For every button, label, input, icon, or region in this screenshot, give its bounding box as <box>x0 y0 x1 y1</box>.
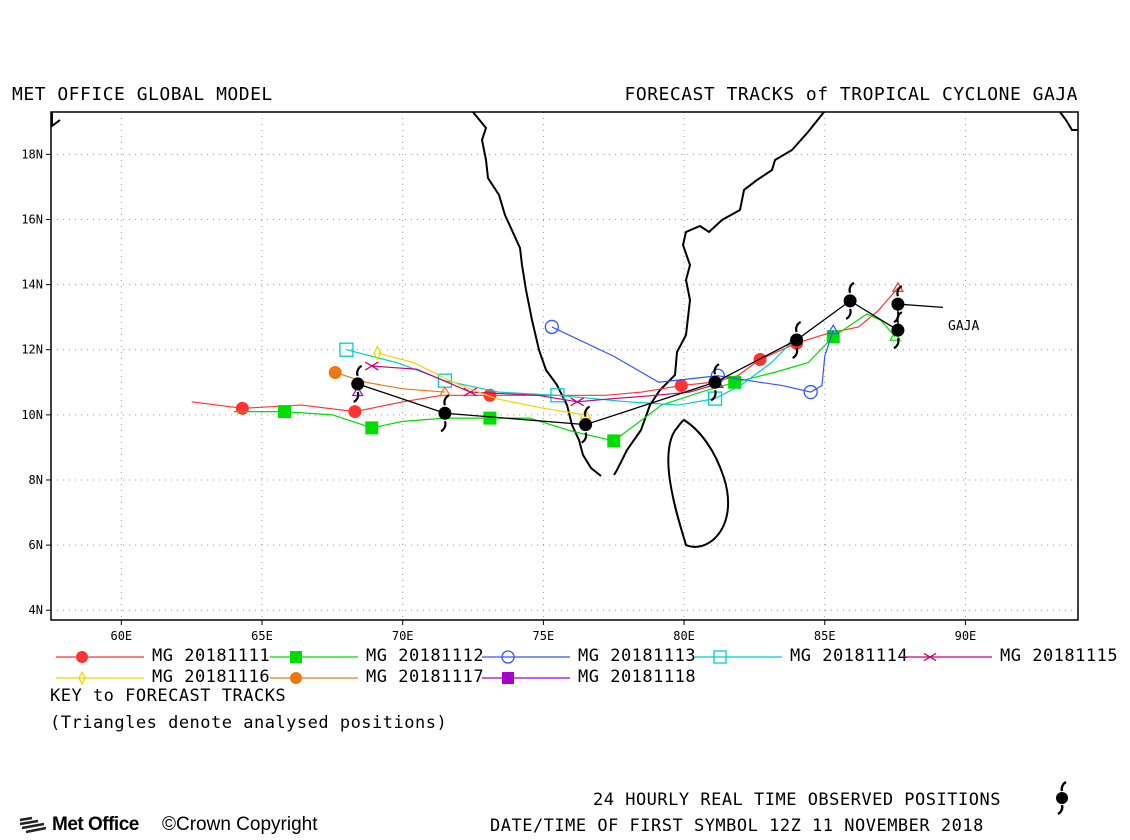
y-tick-label: 4N <box>29 603 43 617</box>
track-point <box>544 319 559 335</box>
forecast-track-6 <box>373 345 592 419</box>
tropical-cyclone-icon <box>1056 780 1068 816</box>
track-point <box>550 388 565 403</box>
legend-label: MG 20181117 <box>366 667 485 687</box>
legend-swatch <box>56 670 144 686</box>
track-point <box>463 387 478 397</box>
legend-label: MG 20181111 <box>152 646 271 666</box>
y-tick-label: 16N <box>21 212 43 226</box>
x-tick-label: 90E <box>955 629 977 640</box>
forecast-track-7 <box>328 366 451 397</box>
forecast-track-3 <box>544 319 840 400</box>
track-line <box>551 326 834 393</box>
key-title: KEY to FORECAST TRACKS <box>50 686 287 706</box>
legend-swatch <box>56 651 144 663</box>
analysed-position-triangle <box>827 323 840 335</box>
lat-lon-grid: 60E 65E 70E 75E 80E 85E 90E 4N 6N 8N 10N 12N 14N 16N 1… <box>21 112 1078 640</box>
track-point <box>235 401 249 415</box>
observed-position-symbol <box>437 394 453 433</box>
track-point <box>483 388 497 402</box>
x-tick-label: 65E <box>251 629 273 640</box>
track-line <box>377 352 586 416</box>
analysed-note: (Triangles denote analysed positions) <box>50 713 448 733</box>
track-point <box>328 366 342 380</box>
legend-swatch <box>904 652 992 662</box>
legend-label: MG 20181118 <box>578 667 697 687</box>
x-tick-label: 60E <box>110 629 132 640</box>
logo-text: Met Office <box>52 814 139 835</box>
observed-position-symbol <box>842 281 858 320</box>
track-point <box>365 421 379 435</box>
x-tick-label: 75E <box>533 629 555 640</box>
legend-swatch <box>270 651 358 663</box>
header-right-title: FORECAST TRACKS of TROPICAL CYCLONE GAJA <box>624 84 1078 105</box>
y-tick-label: 8N <box>29 473 43 487</box>
legend-label: MG 20181114 <box>790 646 909 666</box>
legend-swatch <box>482 672 570 684</box>
analysed-position-triangle <box>438 385 451 397</box>
met-office-logo-icon <box>19 816 47 834</box>
track-point <box>570 397 584 407</box>
legend-label: MG 20181116 <box>152 667 271 687</box>
observed-position-symbol <box>578 405 594 444</box>
x-tick-label: 85E <box>814 629 836 640</box>
track-point <box>607 434 621 448</box>
track-point <box>348 405 362 419</box>
observed-track <box>350 281 943 444</box>
track-point <box>278 405 292 419</box>
observed-position-symbol <box>789 320 805 360</box>
observed-positions-label: 24 HOURLY REAL TIME OBSERVED POSITIONS <box>593 790 1001 810</box>
legend-label: MG 20181112 <box>366 646 485 666</box>
track-point <box>674 379 688 393</box>
cyclone-track-map: 60E 65E 70E 75E 80E 85E 90E 4N 6N 8N 10N 12N 14N 16N 1… <box>21 111 1079 640</box>
copyright-notice: ©Crown Copyright <box>162 814 318 835</box>
track-line <box>191 287 899 413</box>
legend-swatch <box>270 672 358 684</box>
legend-label: MG 20181115 <box>1000 646 1119 666</box>
y-tick-label: 12N <box>21 343 43 357</box>
track-point <box>803 384 818 400</box>
observed-position-symbol <box>350 364 366 404</box>
coastline <box>51 112 1078 548</box>
track-point <box>483 411 497 425</box>
observed-position-symbol <box>890 311 906 350</box>
first-symbol-datetime: DATE/TIME OF FIRST SYMBOL 12Z 11 NOVEMBE… <box>490 816 984 836</box>
track-point <box>373 345 382 361</box>
y-tick-label: 10N <box>21 408 43 422</box>
y-tick-label: 18N <box>21 147 43 161</box>
header-left-title: MET OFFICE GLOBAL MODEL <box>12 84 273 105</box>
met-office-logo: Met Office <box>18 812 139 838</box>
track-point <box>339 342 354 357</box>
track-point <box>364 361 379 371</box>
forecast-track-4 <box>339 333 800 406</box>
legend-swatch <box>482 650 570 664</box>
x-tick-label: 80E <box>673 629 695 640</box>
storm-label: GAJA <box>948 319 979 334</box>
track-line <box>335 371 445 393</box>
y-tick-label: 14N <box>21 278 43 292</box>
map-frame <box>50 111 1079 621</box>
legend-label: MG 20181113 <box>578 646 697 666</box>
legend-swatch <box>694 650 782 664</box>
x-tick-label: 70E <box>392 629 414 640</box>
y-tick-label: 6N <box>29 538 43 552</box>
